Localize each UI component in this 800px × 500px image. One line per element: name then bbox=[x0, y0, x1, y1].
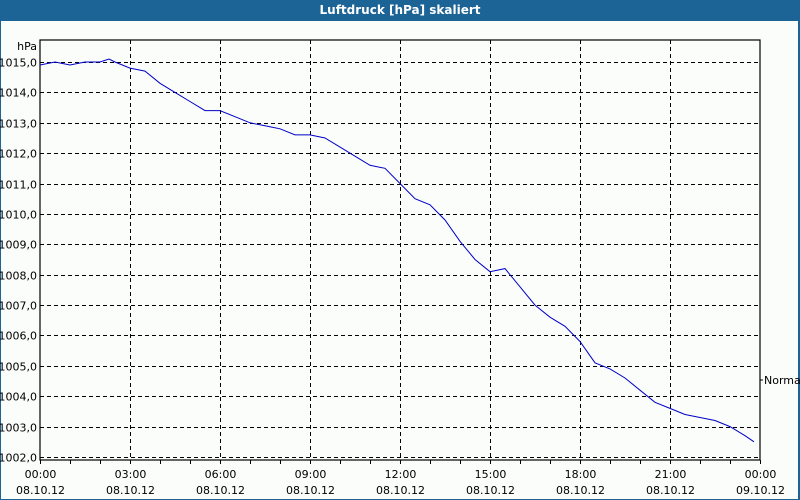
y-axis-unit: hPa bbox=[17, 40, 37, 53]
x-tick-time: 12:00 bbox=[385, 468, 417, 481]
x-tick-time: 03:00 bbox=[115, 468, 147, 481]
x-tick-time: 00:00 bbox=[745, 468, 777, 481]
data-line-luftdruck bbox=[39, 58, 755, 443]
y-tick-label: 1011,0 bbox=[0, 179, 37, 192]
y-tick-label: 1002,0 bbox=[0, 452, 37, 465]
x-tick-date: 08.10.12 bbox=[556, 484, 605, 497]
y-tick-label: 1008,0 bbox=[0, 270, 37, 283]
x-tick-date: 08.10.12 bbox=[106, 484, 155, 497]
y-tick-label: 1012,0 bbox=[0, 148, 37, 161]
x-tick-date: 08.10.12 bbox=[196, 484, 245, 497]
x-tick-date: 08.10.12 bbox=[646, 484, 695, 497]
y-tick-label: 1003,0 bbox=[0, 422, 37, 435]
y-tick-label: 1007,0 bbox=[0, 300, 37, 313]
x-tick-time: 15:00 bbox=[475, 468, 507, 481]
y-tick-label: 1006,0 bbox=[0, 330, 37, 343]
chart-title: Luftdruck [hPa] skaliert bbox=[0, 0, 800, 20]
x-tick-time: 18:00 bbox=[565, 468, 597, 481]
normal-annotation: Normal bbox=[764, 374, 800, 387]
x-tick-date: 08.10.12 bbox=[466, 484, 515, 497]
x-tick-time: 00:00 bbox=[25, 468, 57, 481]
x-tick-date: 09.10.12 bbox=[736, 484, 785, 497]
y-tick-label: 1015,0 bbox=[0, 57, 37, 70]
x-tick-date: 08.10.12 bbox=[16, 484, 65, 497]
chart-panel bbox=[1, 21, 798, 499]
x-tick-time: 06:00 bbox=[205, 468, 237, 481]
y-tick-label: 1010,0 bbox=[0, 209, 37, 222]
x-tick-time: 21:00 bbox=[655, 468, 687, 481]
y-tick-label: 1013,0 bbox=[0, 118, 37, 131]
y-tick-label: 1009,0 bbox=[0, 239, 37, 252]
y-tick-label: 1004,0 bbox=[0, 391, 37, 404]
x-tick-time: 09:00 bbox=[295, 468, 327, 481]
x-tick-date: 08.10.12 bbox=[286, 484, 335, 497]
y-tick-label: 1005,0 bbox=[0, 361, 37, 374]
y-tick-label: 1014,0 bbox=[0, 87, 37, 100]
x-tick-date: 08.10.12 bbox=[376, 484, 425, 497]
